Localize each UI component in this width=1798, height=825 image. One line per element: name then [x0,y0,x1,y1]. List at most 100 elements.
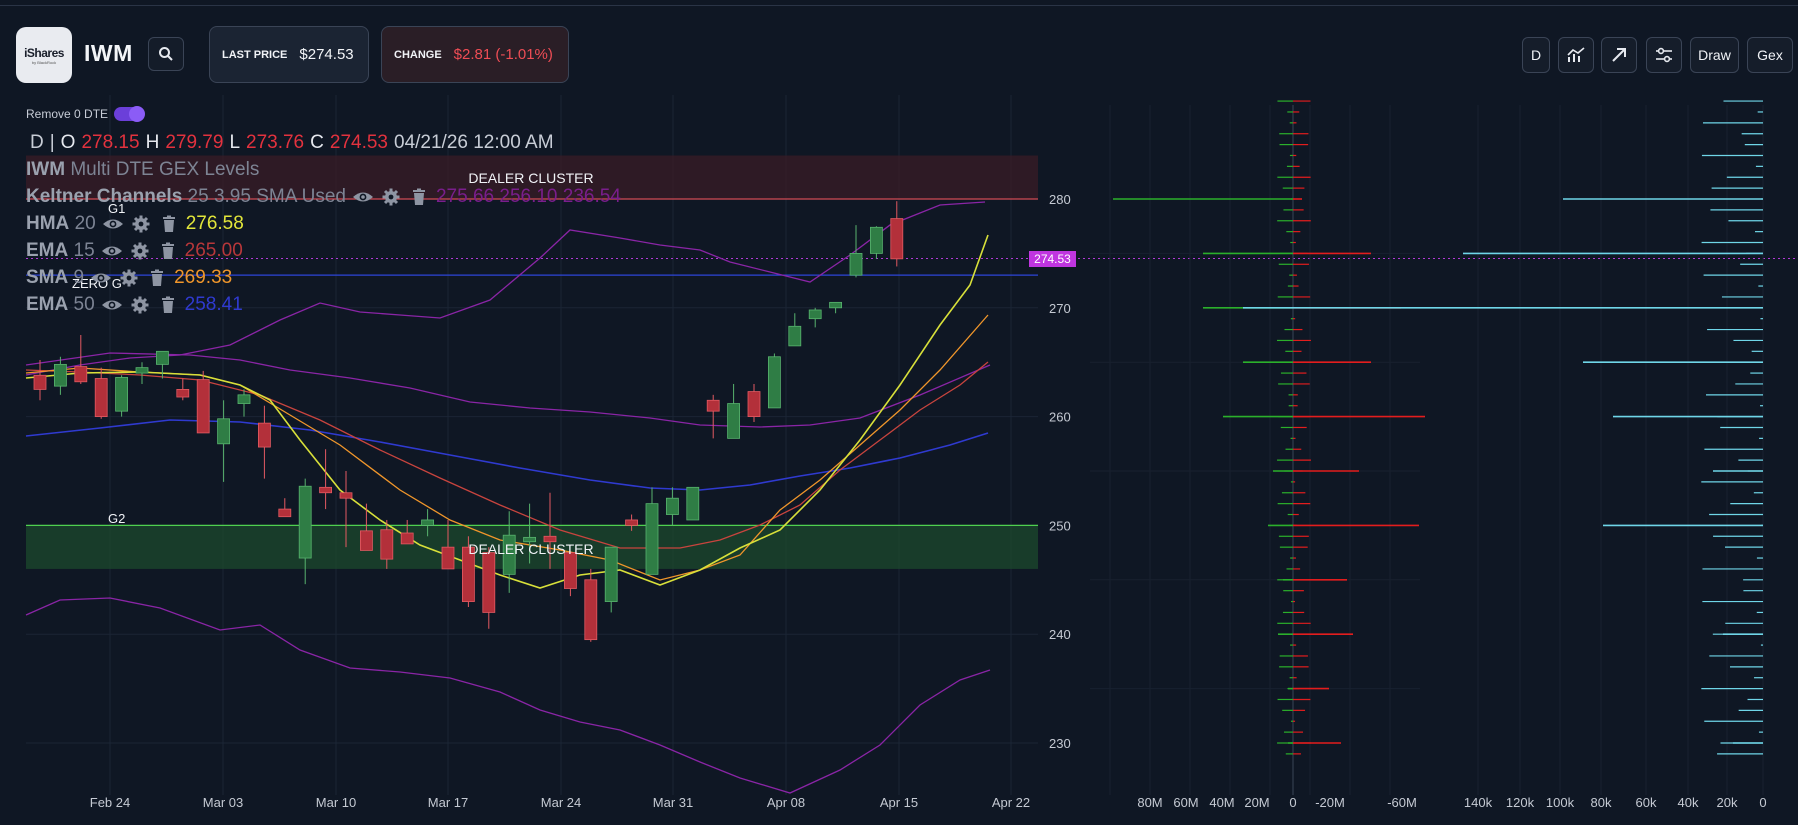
draw-button[interactable]: Draw [1690,37,1739,73]
candle-up [523,536,536,543]
gear-icon[interactable] [118,269,140,287]
price-chart[interactable]: DEALER CLUSTER DEALER CLUSTER G1 G2 ZERO G 28… [0,95,1798,825]
gex-axis-label: 20M [1244,795,1269,810]
ohlc-datetime: 04/21/26 12:00 AM [394,132,554,153]
gex-indicator-row[interactable]: IWM Multi DTE GEX Levels [26,159,259,181]
keltner-name: Keltner Channels [26,186,183,207]
candle-down [33,374,47,390]
oi-axis-label: 60k [1636,795,1657,810]
keltner-lower-line [25,597,991,794]
oi-axis-label: 80k [1591,795,1612,810]
candle-down [706,399,720,412]
price-axis-label: 260 [1049,410,1071,425]
eye-icon[interactable] [101,242,123,260]
ohlc-open: 278.15 [81,132,140,153]
ema15-value: 265.00 [184,240,243,261]
interval-button[interactable]: D [1522,37,1550,73]
top-divider [0,5,1798,6]
date-axis-label: Mar 24 [541,795,581,810]
trash-icon[interactable] [146,269,168,287]
keltner-params: 25 3.95 SMA Used [187,186,346,207]
ohlc-low-label: L [229,132,241,153]
candle-up [686,486,700,521]
candle-up [115,377,128,412]
indicators-button[interactable] [1558,37,1594,73]
eye-icon[interactable] [102,215,124,233]
candle-down [564,552,577,589]
candle-down [584,579,598,641]
gex-indicator-ticker: IWM [26,159,66,180]
hma-row[interactable]: HMA 20 276.58 [26,213,244,235]
candle-up [54,363,67,387]
candle-down [339,492,353,499]
candle-up [808,309,822,320]
trend-button[interactable] [1601,37,1637,73]
keltner-row[interactable]: Keltner Channels 25 3.95 SMA Used 275.66… [26,186,621,208]
change-value: $2.81 (-1.01%) [453,46,553,63]
ohlc-separator: | [49,132,55,153]
candle-up [502,534,516,575]
date-axis-label: Apr 22 [992,795,1030,810]
trash-icon[interactable] [157,296,179,314]
ticker-symbol: IWM [84,40,133,66]
trash-icon[interactable] [408,188,430,206]
zero-g-label: ZERO G [72,276,122,291]
candle-up [237,394,251,404]
candle-up [421,519,435,526]
gex-axis-label: -60M [1387,795,1417,810]
ema15-row[interactable]: EMA 15 265.00 [26,240,243,262]
gex-axis-label: 80M [1137,795,1162,810]
candle-down [441,546,455,570]
gex-axis-label: -20M [1315,795,1345,810]
remove-0dte-row: Remove 0 DTE [26,106,146,122]
settings-button[interactable] [1646,37,1682,73]
keltner-values: 275.66 256.10 236.54 [435,186,621,207]
search-button[interactable] [148,37,184,71]
ohlc-interval: D [30,132,44,153]
candle-up [870,226,883,254]
eye-icon[interactable] [352,188,374,206]
ema50-line [25,419,989,491]
logo-text: iShares [24,45,64,60]
eye-icon[interactable] [101,296,123,314]
arrow-up-right-icon [1612,48,1626,62]
candle-down [176,388,190,398]
price-axis-label: 230 [1049,736,1071,751]
eye-icon[interactable] [90,269,112,287]
dealer-cluster-label-top: DEALER CLUSTER [468,170,593,186]
remove-0dte-toggle[interactable] [114,106,146,122]
gex-button[interactable]: Gex [1747,37,1793,73]
ema50-row[interactable]: EMA 50 258.41 [26,294,243,316]
price-axis-label: 250 [1049,518,1071,533]
gear-icon[interactable] [129,296,151,314]
trash-icon[interactable] [158,215,180,233]
sma-param: 9 [73,267,85,288]
candle-down [74,366,88,383]
candle-down [196,379,210,434]
gex-indicator-name: Multi DTE GEX Levels [70,159,260,180]
gear-icon[interactable] [130,215,152,233]
gear-icon[interactable] [380,188,402,206]
g2-label: G2 [108,511,125,526]
candle-up [217,418,231,445]
chart-indicators-icon [1567,47,1585,62]
date-axis-label: Mar 31 [653,795,693,810]
sma-row[interactable]: SMA 9 269.33 [26,267,232,289]
candle-down [257,422,271,448]
g1-label: G1 [108,201,125,216]
hma-value: 276.58 [185,213,244,234]
candle-up [645,503,659,575]
hma-name: HMA [26,213,70,234]
ohlc-high-label: H [145,132,160,153]
ohlc-open-label: O [60,132,76,153]
keltner-upper-line [25,201,986,376]
last-price-card: LAST PRICE $274.53 [209,26,369,83]
ema50-param: 50 [73,294,95,315]
gear-icon[interactable] [129,242,151,260]
dealer-cluster-label-bottom: DEALER CLUSTER [468,541,593,557]
price-axis-label: 270 [1049,301,1071,316]
trash-icon[interactable] [157,242,179,260]
candle-up [768,356,781,409]
ohlc-close: 274.53 [329,132,388,153]
ema50-name: EMA [26,294,69,315]
